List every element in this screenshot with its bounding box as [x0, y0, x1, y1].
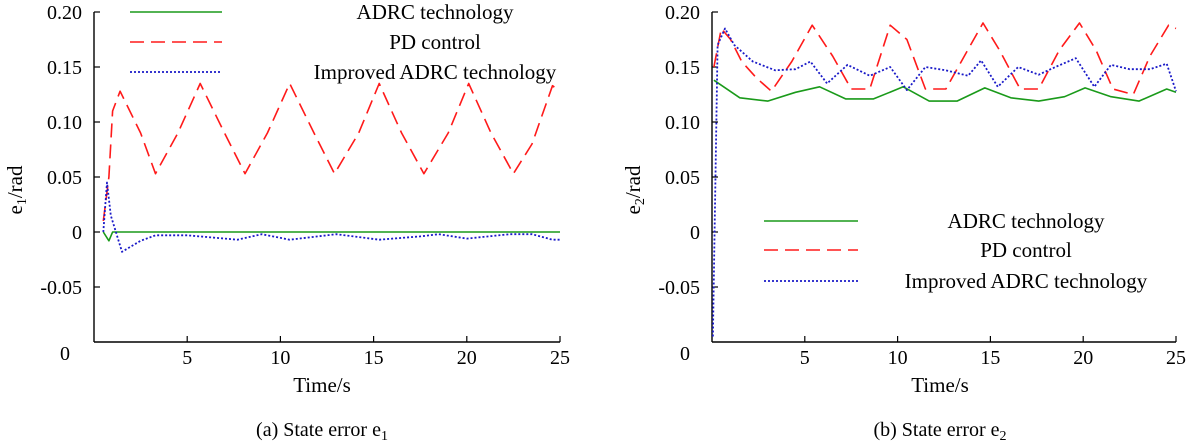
- series-line-adrc-technology: [102, 231, 560, 242]
- y-tick-label: 0.10: [665, 112, 700, 134]
- legend-label: Improved ADRC technology: [905, 269, 1148, 293]
- x-tick-label: 10: [270, 347, 290, 369]
- panel-b-ylabel-unit: /rad: [621, 165, 645, 198]
- panel-a-x-axis-label: Time/s: [293, 373, 351, 397]
- y-tick-label: 0.20: [665, 2, 700, 24]
- panel-b-ylabel-sub: 2: [633, 198, 648, 205]
- panel-b-ylabel-main: e: [621, 205, 645, 214]
- y-tick-label: 0.05: [665, 167, 700, 189]
- y-tick-label: -0.05: [658, 277, 700, 299]
- x-tick-label: 15: [364, 347, 384, 369]
- y-tick-label: 0: [690, 222, 700, 244]
- series-line-improved-adrc-technology: [102, 181, 560, 253]
- legend-label: ADRC technology: [357, 0, 514, 24]
- legend-label: Improved ADRC technology: [314, 60, 557, 84]
- legend-label: ADRC technology: [948, 209, 1105, 233]
- panel-b-y-axis-label: e2/rad: [621, 165, 648, 214]
- y-tick-label: 0: [72, 222, 82, 244]
- x-tick-label: 10: [888, 347, 908, 369]
- y-tick-label: -0.05: [40, 277, 82, 299]
- panel-a-ylabel-main: e: [3, 205, 27, 214]
- x-tick-label: 20: [1073, 347, 1093, 369]
- y-tick-label: 0.15: [665, 57, 700, 79]
- x-tick-label: 15: [980, 347, 1000, 369]
- x-tick-label: 5: [800, 347, 810, 369]
- panel-b-ticks: 5 10 15 20 25 -0.05 0 0.05 0.10 0.15 0.20: [658, 2, 1186, 369]
- panel-a-caption: (a) State error e1: [256, 419, 388, 443]
- x-tick-label: 20: [457, 347, 477, 369]
- panel-a-ylabel-sub: 1: [15, 198, 30, 205]
- panel-a-caption-sub: 1: [381, 429, 388, 443]
- panel-a-series: [102, 82, 561, 253]
- panel-b-legend: ADRC technology PD control Improved ADRC t…: [764, 209, 1148, 293]
- panel-a-caption-text: (a) State error e: [256, 419, 381, 441]
- y-tick-label: 0.15: [47, 57, 82, 79]
- panel-a-origin-label: 0: [60, 343, 70, 365]
- panel-b-origin-label: 0: [680, 343, 690, 365]
- legend-label: PD control: [389, 30, 481, 54]
- panel-a-ylabel-unit: /rad: [3, 165, 27, 198]
- series-line-improved-adrc-technology: [712, 27, 1177, 337]
- series-line-pd-control: [713, 22, 1177, 96]
- panel-b-x-axis-label: Time/s: [911, 373, 969, 397]
- legend-label: PD control: [980, 238, 1072, 262]
- panel-a-ticks: 5 10 15 20 25 -0.05 0 0.05 0.10 0.15 0.20: [40, 2, 570, 369]
- series-line-adrc-technology: [713, 79, 1177, 102]
- panel-a-legend: ADRC technology PD control Improved ADRC t…: [130, 0, 557, 84]
- panel-b-caption-sub: 2: [1000, 429, 1007, 443]
- x-tick-label: 5: [182, 347, 192, 369]
- panel-a-y-axis-label: e1/rad: [3, 165, 30, 214]
- panel-b-caption: (b) State error e2: [873, 419, 1006, 443]
- x-tick-label: 25: [550, 347, 570, 369]
- y-tick-label: 0.05: [47, 167, 82, 189]
- panel-b-series: [712, 22, 1177, 337]
- x-tick-label: 25: [1166, 347, 1186, 369]
- panel-b-caption-text: (b) State error e: [873, 419, 999, 441]
- y-tick-label: 0.20: [47, 2, 82, 24]
- series-line-pd-control: [102, 82, 561, 222]
- y-tick-label: 0.10: [47, 112, 82, 134]
